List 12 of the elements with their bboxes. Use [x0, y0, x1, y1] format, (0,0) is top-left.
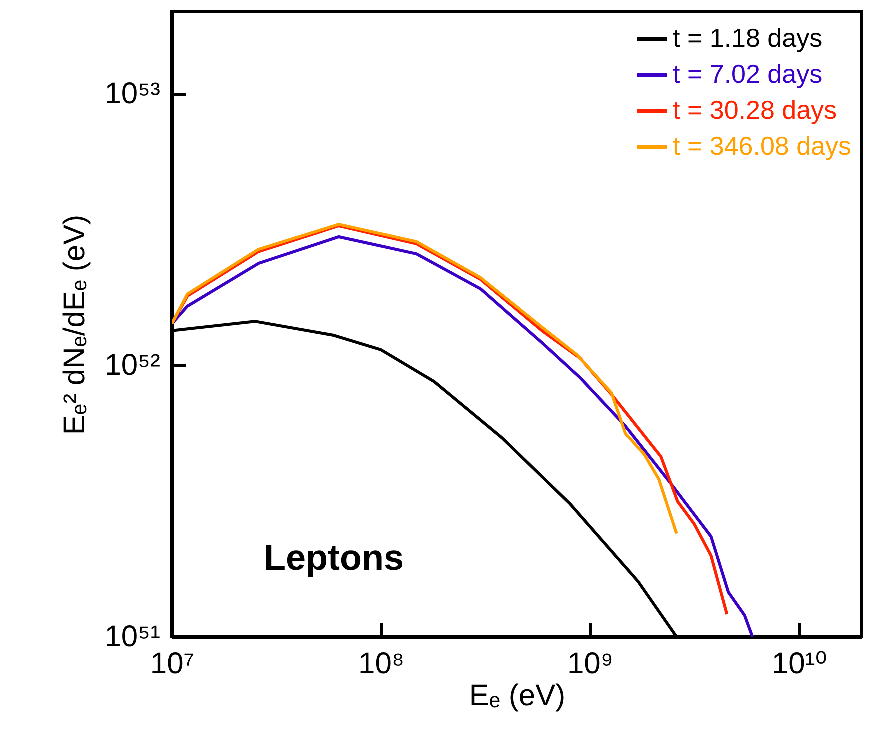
- x-tick-label: 10⁹: [567, 648, 614, 680]
- x-axis-title: Eₑ (eV): [469, 680, 566, 712]
- legend-label: t = 7.02 days: [673, 59, 823, 89]
- legend-label: t = 1.18 days: [673, 23, 823, 53]
- legend-label: t = 346.08 days: [673, 131, 852, 161]
- annotation: Leptons: [264, 537, 404, 578]
- y-tick-label: 10⁵²: [104, 348, 161, 382]
- y-axis-title: Eₑ² dNₑ/dEₑ (eV): [58, 214, 92, 436]
- legend-label: t = 30.28 days: [673, 95, 838, 125]
- x-tick-label: 10⁸: [358, 648, 405, 680]
- x-tick-label: 10¹⁰: [772, 648, 828, 680]
- y-tick-label: 10⁵³: [104, 77, 161, 110]
